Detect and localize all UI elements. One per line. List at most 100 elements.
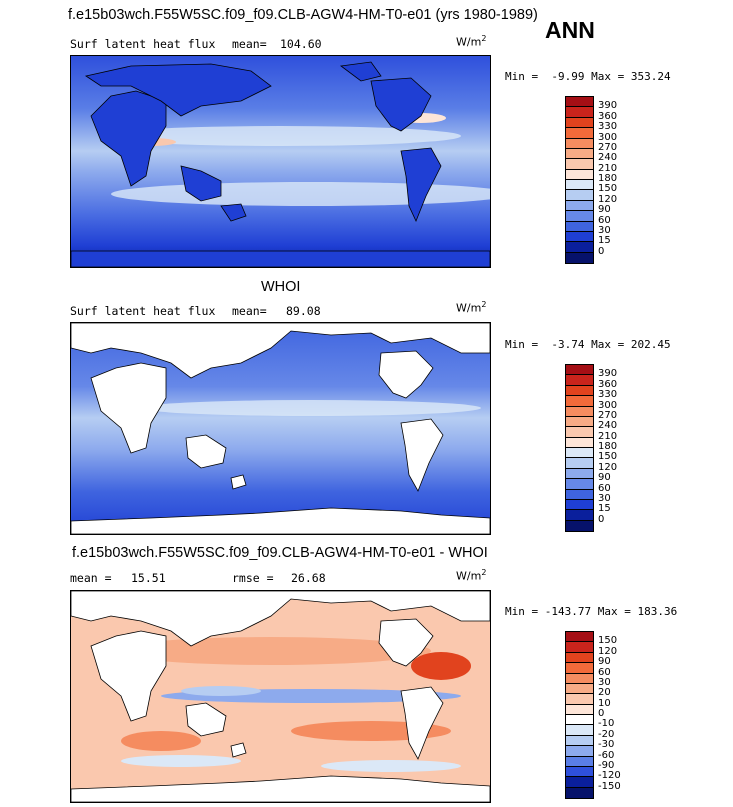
- colorbar-swatch: [566, 437, 593, 448]
- colorbar-tick-label: 180: [598, 173, 618, 184]
- colorbar-tick-label: 390: [598, 100, 618, 112]
- colorbar-swatch: [566, 766, 593, 778]
- colorbar-swatch: [566, 138, 593, 149]
- colorbar-swatch: [566, 746, 593, 757]
- colorbar-swatch: [566, 652, 593, 664]
- colorbar-tick-label: 150: [598, 183, 618, 195]
- colorbar-tick-label: -150: [598, 780, 621, 792]
- colorbar-tick-label: 0: [598, 513, 605, 525]
- colorbar-swatch: [566, 479, 593, 490]
- panel2-mean-value: 89.08: [286, 304, 321, 318]
- colorbar-swatch: [566, 458, 593, 469]
- colorbar-swatch: [566, 673, 593, 684]
- colorbar-tick-label: 330: [598, 121, 618, 133]
- colorbar-swatch: [566, 448, 593, 459]
- colorbar-swatch: [566, 694, 593, 705]
- colorbar-tick-label: 60: [598, 214, 611, 226]
- figure-title: f.e15b03wch.F55W5SC.f09_f09.CLB-AGW4-HM-…: [68, 7, 538, 23]
- panel3-minmax: Min = -143.77 Max = 183.36: [505, 605, 678, 618]
- colorbar-tick-label: 300: [598, 399, 618, 411]
- panel2-minmax: Min = -3.74 Max = 202.45: [505, 338, 671, 351]
- panel3-colorbar: [565, 631, 594, 799]
- colorbar-swatch: [566, 427, 593, 438]
- panel3-mean-label: mean =: [70, 571, 112, 585]
- panel3-rmse-label: rmse =: [232, 571, 274, 585]
- panel1-map: [70, 55, 491, 268]
- colorbar-tick-label: 360: [598, 110, 618, 122]
- colorbar-tick-label: 180: [598, 441, 618, 452]
- panel2-map: [70, 322, 491, 535]
- colorbar-tick-label: 210: [598, 430, 618, 442]
- season-label: ANN: [545, 17, 595, 43]
- colorbar-swatch: [566, 252, 593, 263]
- colorbar-swatch: [566, 231, 593, 243]
- colorbar-swatch: [566, 128, 593, 139]
- colorbar-swatch: [566, 468, 593, 480]
- colorbar-tick-label: 90: [598, 204, 611, 216]
- colorbar-tick-label: 330: [598, 389, 618, 401]
- colorbar-swatch: [566, 107, 593, 118]
- panel1-variable-label: Surf latent heat flux: [70, 37, 216, 51]
- colorbar-swatch: [566, 499, 593, 511]
- colorbar-swatch: [566, 735, 593, 747]
- colorbar-tick-label: 150: [598, 451, 618, 463]
- colorbar-swatch: [566, 211, 593, 222]
- panel2-title: WHOI: [261, 279, 301, 295]
- colorbar-tick-label: 10: [598, 697, 611, 709]
- panel1-colorbar-ticks: 390 360 330 300 270 240 210 180 150 120 90 60 30 15 0: [598, 96, 638, 262]
- colorbar-tick-label: -90: [598, 759, 615, 771]
- colorbar-tick-label: 150: [598, 635, 618, 647]
- colorbar-tick-label: 15: [598, 503, 611, 515]
- colorbar-swatch: [566, 190, 593, 201]
- panel3-mean-value: 15.51: [131, 571, 166, 585]
- colorbar-swatch: [566, 200, 593, 212]
- colorbar-tick-label: -30: [598, 739, 615, 751]
- colorbar-tick-label: 360: [598, 378, 618, 390]
- colorbar-swatch: [566, 632, 593, 643]
- colorbar-swatch: [566, 663, 593, 674]
- panel2-mean-label: mean=: [232, 304, 267, 318]
- colorbar-swatch: [566, 221, 593, 232]
- colorbar-swatch: [566, 117, 593, 129]
- colorbar-swatch: [566, 385, 593, 397]
- colorbar-tick-label: 210: [598, 162, 618, 174]
- colorbar-tick-label: 30: [598, 492, 611, 504]
- colorbar-tick-label: 270: [598, 141, 618, 153]
- colorbar-swatch: [566, 489, 593, 500]
- colorbar-tick-label: 240: [598, 420, 618, 432]
- panel1-colorbar: [565, 96, 594, 264]
- colorbar-tick-label: -120: [598, 770, 621, 782]
- colorbar-swatch: [566, 97, 593, 108]
- colorbar-tick-label: 0: [598, 708, 605, 719]
- colorbar-tick-label: 270: [598, 409, 618, 421]
- colorbar-swatch: [566, 365, 593, 376]
- panel3-rmse-value: 26.68: [291, 571, 326, 585]
- colorbar-swatch: [566, 406, 593, 417]
- colorbar-tick-label: -20: [598, 728, 615, 740]
- colorbar-swatch: [566, 148, 593, 160]
- colorbar-tick-label: 120: [598, 645, 618, 657]
- colorbar-tick-label: 15: [598, 235, 611, 247]
- colorbar-swatch: [566, 725, 593, 736]
- colorbar-swatch: [566, 159, 593, 170]
- colorbar-tick-label: -60: [598, 749, 615, 761]
- colorbar-tick-label: 90: [598, 656, 611, 668]
- colorbar-tick-label: 240: [598, 152, 618, 164]
- panel1-mean-value: 104.60: [280, 37, 322, 51]
- panel3-unit: W/m2: [456, 568, 487, 583]
- colorbar-tick-label: 390: [598, 368, 618, 380]
- colorbar-swatch: [566, 756, 593, 767]
- panel3-title: f.e15b03wch.F55W5SC.f09_f09.CLB-AGW4-HM-…: [72, 545, 488, 561]
- colorbar-tick-label: 120: [598, 193, 618, 205]
- colorbar-swatch: [566, 683, 593, 695]
- colorbar-swatch: [566, 416, 593, 428]
- colorbar-tick-label: 0: [598, 245, 605, 257]
- colorbar-swatch: [566, 510, 593, 521]
- colorbar-swatch: [566, 520, 593, 531]
- panel2-unit: W/m2: [456, 300, 487, 315]
- colorbar-swatch: [566, 396, 593, 407]
- colorbar-tick-label: 60: [598, 666, 611, 678]
- colorbar-tick-label: 30: [598, 224, 611, 236]
- colorbar-swatch: [566, 704, 593, 715]
- colorbar-tick-label: -10: [598, 718, 615, 730]
